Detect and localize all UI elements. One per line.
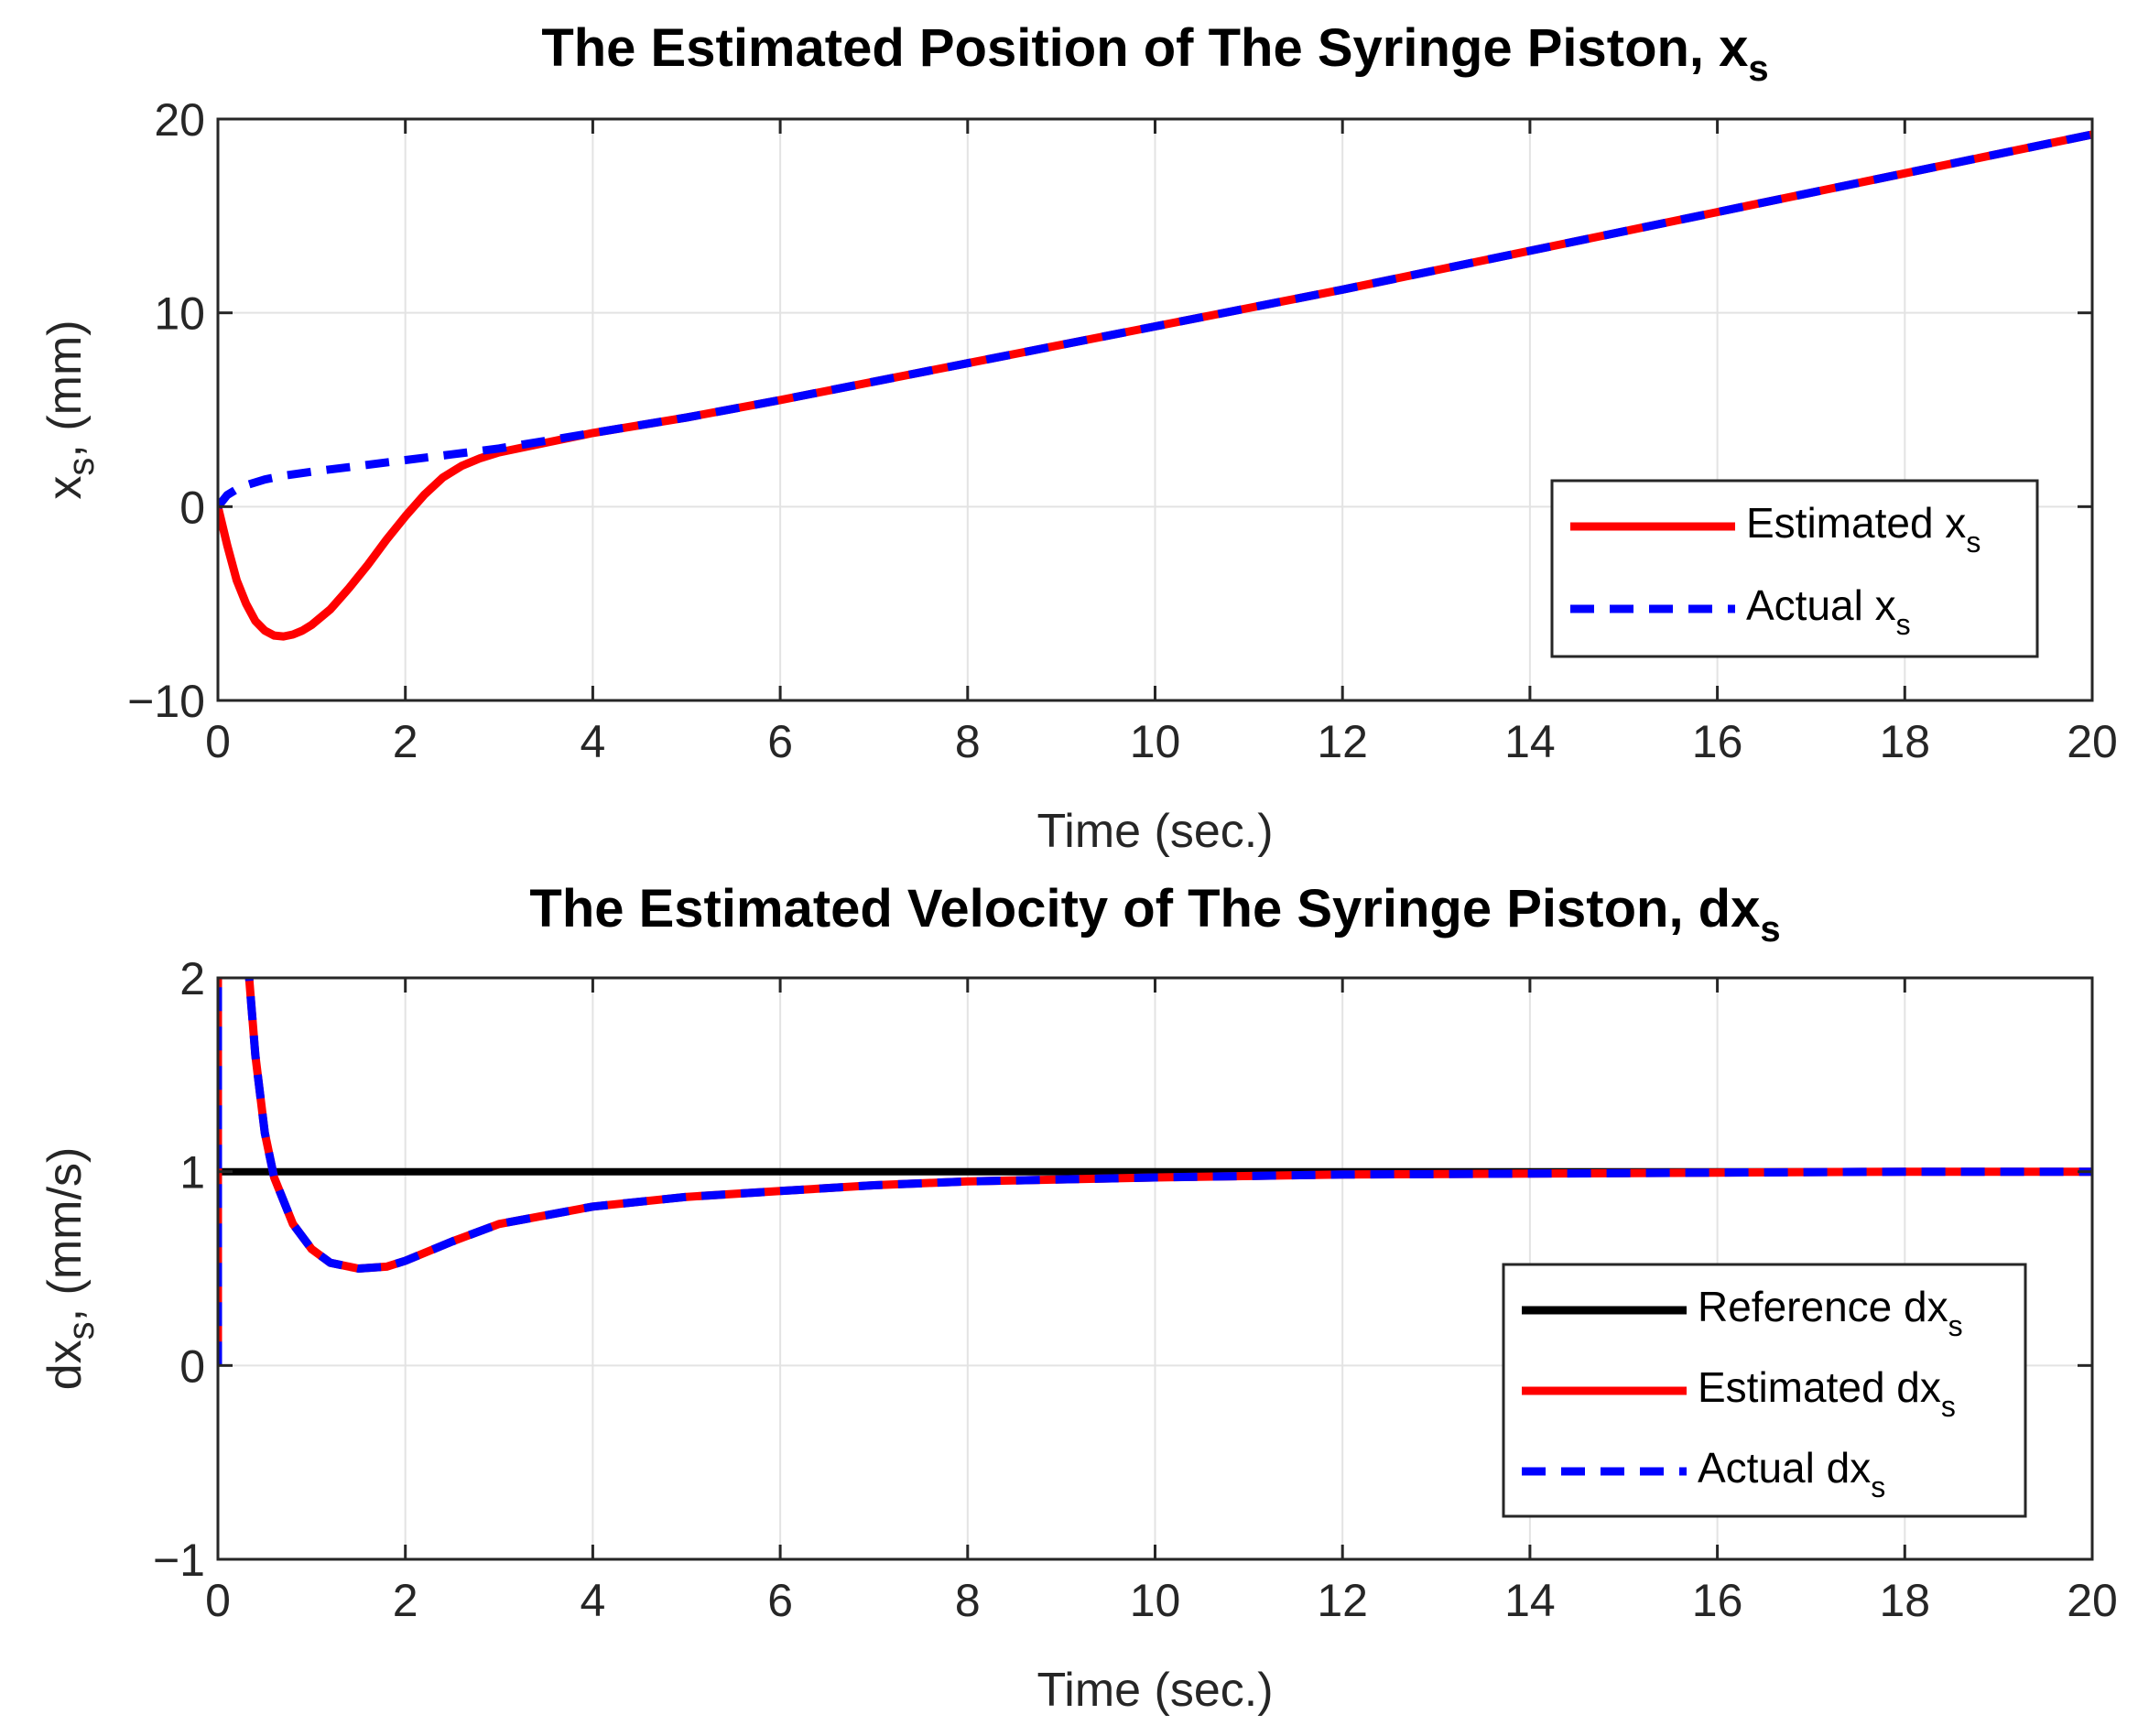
legend-entry: Actual dxs: [1698, 1444, 1885, 1503]
x-tick-label: 2: [393, 1575, 418, 1626]
y-axis-label: dxs, (mm/s): [38, 1147, 102, 1391]
y-tick-label: 1: [179, 1147, 205, 1199]
legend-entry: Actual xs: [1746, 581, 1911, 641]
x-tick-label: 4: [580, 1575, 605, 1626]
x-tick-label: 12: [1317, 1575, 1368, 1626]
y-tick-label: −10: [127, 676, 205, 727]
x-tick-label: 10: [1130, 716, 1181, 767]
velocity-chart: The Estimated Velocity of The Syringe Pi…: [38, 879, 2118, 1717]
x-tick-label: 4: [580, 716, 605, 767]
series-group: [218, 978, 2092, 1366]
legend: Reference dxs Estimated dxs Actual dxs: [1502, 1263, 2027, 1518]
y-tick-label: 0: [179, 482, 205, 533]
x-axis-label: Time (sec.): [1036, 805, 1273, 858]
legend-entry: Estimated xs: [1746, 499, 1981, 559]
x-axis-label: Time (sec.): [1036, 1664, 1273, 1717]
x-tick-label: 14: [1504, 1575, 1556, 1626]
x-tick-label: 20: [2067, 1575, 2118, 1626]
x-tick-label: 14: [1504, 716, 1556, 767]
legend-box: [1550, 479, 2039, 658]
y-tick-label: 20: [154, 94, 205, 146]
chart-title: The Estimated Position of The Syringe Pi…: [541, 18, 1768, 89]
x-tick-label: 8: [955, 716, 981, 767]
y-tick-label: −1: [153, 1535, 205, 1586]
legend-entry: Estimated dxs: [1698, 1363, 1956, 1423]
chart-title: The Estimated Velocity of The Syringe Pi…: [529, 879, 1780, 949]
position-chart: The Estimated Position of The Syringe Pi…: [38, 18, 2118, 858]
x-tick-label: 16: [1692, 1575, 1743, 1626]
x-tick-label: 18: [1879, 716, 1930, 767]
x-tick-label: 10: [1130, 1575, 1181, 1626]
legend: Estimated xs Actual xs: [1550, 479, 2039, 658]
x-tick-label: 16: [1692, 716, 1743, 767]
x-tick-label: 6: [767, 716, 793, 767]
x-tick-label: 8: [955, 1575, 981, 1626]
series-line-actual-dx-s: [218, 978, 2092, 1366]
legend-entry: Reference dxs: [1698, 1283, 1963, 1342]
y-tick-label: 0: [179, 1340, 205, 1392]
y-axis-label: xs, (mm): [38, 320, 102, 499]
x-tick-label: 6: [767, 1575, 793, 1626]
x-tick-label: 0: [205, 716, 231, 767]
y-tick-label: 10: [154, 288, 205, 340]
x-tick-label: 18: [1879, 1575, 1930, 1626]
y-tick-label: 2: [179, 953, 205, 1004]
x-tick-label: 0: [205, 1575, 231, 1626]
x-tick-label: 2: [393, 716, 418, 767]
x-tick-label: 20: [2067, 716, 2118, 767]
x-tick-label: 12: [1317, 716, 1368, 767]
series-group: [218, 130, 2092, 641]
series-line-actual-x-s: [218, 130, 2092, 510]
